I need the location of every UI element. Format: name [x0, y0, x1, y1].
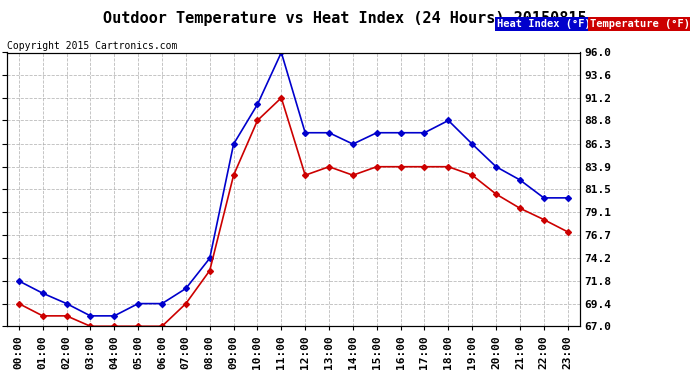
Text: Heat Index (°F): Heat Index (°F) — [497, 20, 591, 29]
Text: Outdoor Temperature vs Heat Index (24 Hours) 20150815: Outdoor Temperature vs Heat Index (24 Ho… — [104, 11, 586, 26]
Text: Temperature (°F): Temperature (°F) — [590, 20, 690, 29]
Text: Copyright 2015 Cartronics.com: Copyright 2015 Cartronics.com — [7, 41, 177, 51]
